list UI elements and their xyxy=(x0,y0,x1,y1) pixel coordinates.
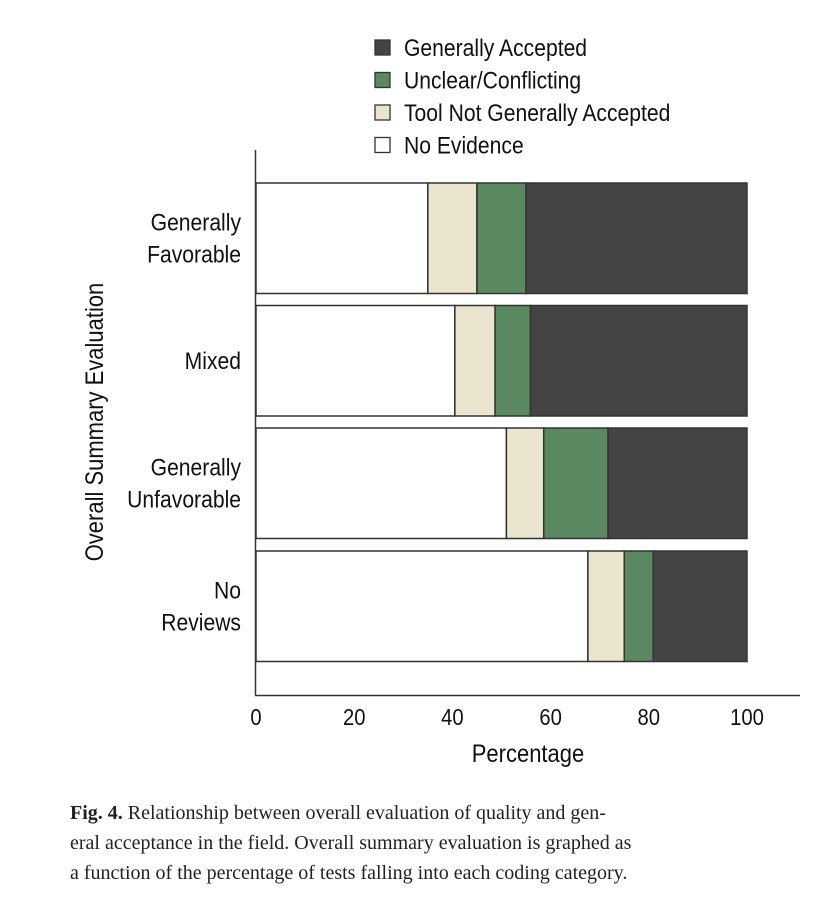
legend-swatch-unclear-conflicting xyxy=(374,71,391,89)
x-tick-label: 100 xyxy=(730,704,764,731)
y-axis-label: Overall Summary Evaluation xyxy=(81,283,109,562)
category-label: Favorable xyxy=(147,241,241,268)
category-label: Reviews xyxy=(161,609,241,636)
category-labels: Generally Favorable Mixed Generally Unfavora… xyxy=(127,209,241,636)
x-tick-label: 80 xyxy=(638,704,661,731)
bar-generally-favorable-generally-accepted xyxy=(525,182,748,295)
x-tick-label: 60 xyxy=(539,704,562,731)
bar-generally-unfavorable-generally-accepted xyxy=(607,427,748,540)
legend: Generally Accepted Unclear/Conflicting Too… xyxy=(374,35,670,159)
x-tick-label: 20 xyxy=(343,704,366,731)
legend-label: Generally Accepted xyxy=(404,35,587,62)
bar-no-reviews-unclear-conflicting xyxy=(623,550,654,663)
category-label: No xyxy=(214,577,241,604)
legend-label: No Evidence xyxy=(404,132,524,159)
category-label: Generally xyxy=(151,209,242,236)
x-tick-label: 40 xyxy=(441,704,464,731)
bar-mixed-unclear-conflicting xyxy=(494,304,532,417)
x-tick-labels: 0 20 40 60 80 100 xyxy=(250,704,764,731)
legend-swatch-generally-accepted xyxy=(374,39,391,56)
category-label: Mixed xyxy=(185,348,241,375)
legend-label: Unclear/Conflicting xyxy=(404,67,581,94)
caption-line: eral acceptance in the field. Overall su… xyxy=(70,832,632,854)
caption-line: Relationship between overall evaluation … xyxy=(127,802,606,824)
legend-label: Tool Not Generally Accepted xyxy=(404,100,670,127)
caption-line: a function of the percentage of tests fa… xyxy=(70,862,628,884)
bar-generally-favorable-no-evidence xyxy=(255,182,429,295)
bar-mixed-generally-accepted xyxy=(529,304,748,417)
bar-no-reviews-generally-accepted xyxy=(652,550,748,663)
bars xyxy=(255,182,748,663)
bar-generally-favorable-tool-not-generally-accepted xyxy=(427,182,478,295)
figure-caption: Fig. 4. Relationship between overall eva… xyxy=(70,798,820,888)
legend-swatch-no-evidence xyxy=(374,136,391,154)
legend-swatch-tool-not-generally-accepted xyxy=(374,104,391,121)
category-label: Generally xyxy=(151,454,242,481)
bar-no-reviews-tool-not-generally-accepted xyxy=(587,550,626,663)
bar-generally-unfavorable-unclear-conflicting xyxy=(542,427,609,540)
bar-generally-unfavorable-no-evidence xyxy=(255,427,508,540)
bar-mixed-tool-not-generally-accepted xyxy=(454,304,496,417)
stacked-bar-chart: Generally Accepted Unclear/Conflicting Too… xyxy=(81,35,800,768)
bar-no-reviews-no-evidence xyxy=(255,550,589,663)
bar-generally-favorable-unclear-conflicting xyxy=(476,182,527,295)
caption-label: Fig. 4. xyxy=(70,802,123,824)
x-axis-label: Percentage xyxy=(472,740,584,768)
bar-mixed-no-evidence xyxy=(255,304,456,417)
x-tick-label: 0 xyxy=(250,704,261,731)
bar-generally-unfavorable-tool-not-generally-accepted xyxy=(505,427,545,540)
category-label: Unfavorable xyxy=(127,486,241,513)
